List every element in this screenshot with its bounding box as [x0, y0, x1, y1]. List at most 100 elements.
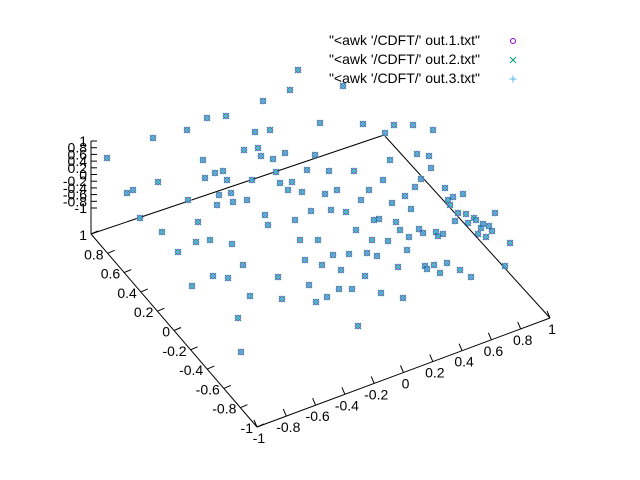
z-tick-label: 0.8 — [68, 140, 88, 156]
data-point — [261, 211, 269, 219]
data-point — [399, 294, 407, 302]
data-point — [291, 216, 299, 224]
data-point — [316, 119, 324, 127]
data-point — [294, 66, 302, 74]
data-point — [454, 209, 462, 217]
data-point — [149, 134, 157, 142]
x-tick-label: -0.8 — [276, 419, 300, 435]
data-point — [417, 175, 425, 183]
legend-marker-2 — [509, 56, 517, 64]
data-point — [419, 229, 427, 237]
data-point — [472, 216, 480, 224]
z-tick-label: -0.6 — [63, 187, 87, 203]
data-point — [323, 293, 331, 301]
data-point — [312, 298, 320, 306]
data-point — [335, 285, 343, 293]
z-tick-label: -0.4 — [63, 180, 87, 196]
data-point — [429, 126, 437, 134]
data-point — [201, 174, 209, 182]
data-point — [224, 274, 232, 282]
data-point — [373, 252, 381, 260]
legend-label-1: "<awk '/CDFT/' out.1.txt" — [329, 32, 480, 48]
y-tick-label: -0.6 — [196, 381, 220, 397]
legend-marker-3 — [509, 75, 517, 83]
data-point — [227, 189, 235, 197]
data-point — [237, 348, 245, 356]
x-tick — [312, 398, 317, 406]
data-point — [286, 86, 294, 94]
data-point — [365, 186, 373, 194]
data-point — [446, 201, 454, 209]
data-point — [342, 208, 350, 216]
data-point — [427, 164, 435, 172]
x-tick — [400, 365, 404, 373]
data-point — [377, 289, 385, 297]
z-tick-label: 0.2 — [68, 160, 88, 176]
y-tick-label: 0.4 — [117, 285, 137, 301]
data-point — [240, 146, 248, 154]
data-point — [243, 196, 251, 204]
data-point — [281, 149, 289, 157]
data-point — [229, 198, 237, 206]
data-point — [451, 217, 459, 225]
data-points — [103, 66, 514, 356]
data-point — [103, 154, 111, 162]
data-point — [136, 214, 144, 222]
data-point — [375, 215, 383, 223]
y-tick — [140, 288, 148, 293]
data-point — [272, 168, 280, 176]
data-point — [307, 207, 315, 215]
data-point — [266, 126, 274, 134]
data-point — [303, 166, 311, 174]
y-tick-label: 0.2 — [134, 304, 154, 320]
marker-cross-b — [509, 56, 517, 64]
x-tick-label: 0 — [402, 376, 410, 392]
x-tick — [546, 310, 551, 319]
x-tick-label: 1 — [548, 321, 556, 337]
y-tick — [124, 269, 132, 274]
x-tick — [282, 408, 287, 417]
data-point — [388, 199, 396, 207]
data-point — [129, 186, 137, 194]
data-point — [407, 205, 415, 213]
y-tick-label: -1 — [241, 420, 254, 436]
data-point — [354, 322, 362, 330]
data-point — [158, 228, 166, 236]
y-tick-label: -0.8 — [212, 401, 236, 417]
data-point — [278, 295, 286, 303]
data-point — [288, 178, 296, 186]
data-point — [415, 225, 423, 233]
data-point — [482, 233, 490, 241]
y-tick — [157, 307, 165, 312]
y-tick-label: -0.2 — [162, 343, 186, 359]
z-tick-label: 0.4 — [68, 153, 88, 169]
z-tick-label: 0 — [79, 167, 87, 183]
x-tick-label: -0.2 — [364, 386, 388, 402]
data-point — [491, 209, 499, 217]
x-tick — [429, 354, 434, 362]
data-point — [368, 236, 376, 244]
data-point — [318, 261, 326, 269]
data-point — [443, 259, 451, 267]
marker-circle — [510, 38, 516, 44]
data-point — [394, 263, 402, 271]
data-point — [396, 226, 404, 234]
data-point — [239, 261, 247, 269]
data-point — [234, 314, 242, 322]
data-point — [264, 221, 272, 229]
z-tick-label: 0.6 — [68, 146, 88, 162]
data-point — [488, 227, 496, 235]
data-point — [456, 266, 464, 274]
y-tick-label: 0.8 — [84, 246, 104, 262]
y-tick — [173, 327, 182, 331]
data-point — [459, 190, 467, 198]
data-point — [501, 262, 509, 270]
legend-label-2: "<awk '/CDFT/' out.2.txt" — [329, 51, 480, 67]
data-point — [430, 261, 438, 269]
legend-marker-1 — [510, 38, 516, 44]
data-point — [183, 126, 191, 134]
x-tick-label: -0.6 — [306, 408, 330, 424]
data-point — [254, 144, 262, 152]
y-tick — [107, 249, 115, 254]
